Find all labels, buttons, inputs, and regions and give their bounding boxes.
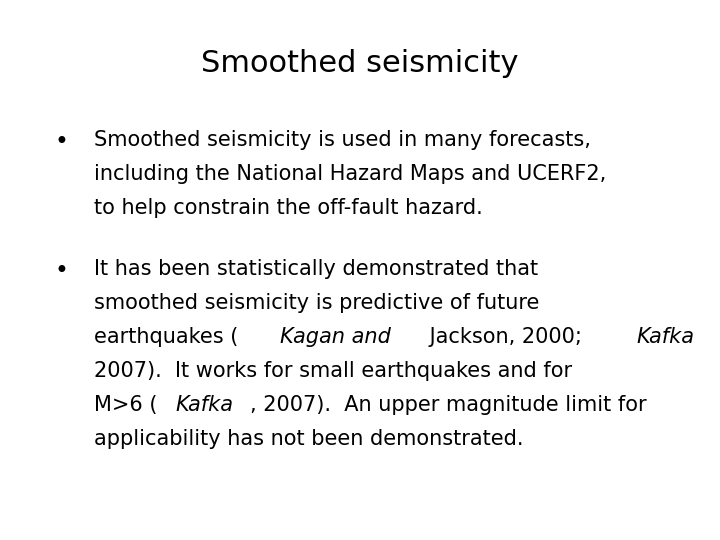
Text: •: • <box>54 259 68 283</box>
Text: including the National Hazard Maps and UCERF2,: including the National Hazard Maps and U… <box>94 164 606 184</box>
Text: Kafka: Kafka <box>176 395 233 415</box>
Text: Kafka: Kafka <box>636 327 695 347</box>
Text: Smoothed seismicity is used in many forecasts,: Smoothed seismicity is used in many fore… <box>94 130 590 150</box>
Text: Smoothed seismicity: Smoothed seismicity <box>202 49 518 78</box>
Text: •: • <box>54 130 68 153</box>
Text: It has been statistically demonstrated that: It has been statistically demonstrated t… <box>94 259 538 279</box>
Text: 2007).  It works for small earthquakes and for: 2007). It works for small earthquakes an… <box>94 361 572 381</box>
Text: applicability has not been demonstrated.: applicability has not been demonstrated. <box>94 429 523 449</box>
Text: earthquakes (: earthquakes ( <box>94 327 238 347</box>
Text: , 2007).  An upper magnitude limit for: , 2007). An upper magnitude limit for <box>251 395 647 415</box>
Text: Jackson, 2000;: Jackson, 2000; <box>423 327 588 347</box>
Text: M>6 (: M>6 ( <box>94 395 157 415</box>
Text: to help constrain the off-fault hazard.: to help constrain the off-fault hazard. <box>94 198 482 218</box>
Text: smoothed seismicity is predictive of future: smoothed seismicity is predictive of fut… <box>94 293 539 313</box>
Text: Kagan and: Kagan and <box>280 327 391 347</box>
